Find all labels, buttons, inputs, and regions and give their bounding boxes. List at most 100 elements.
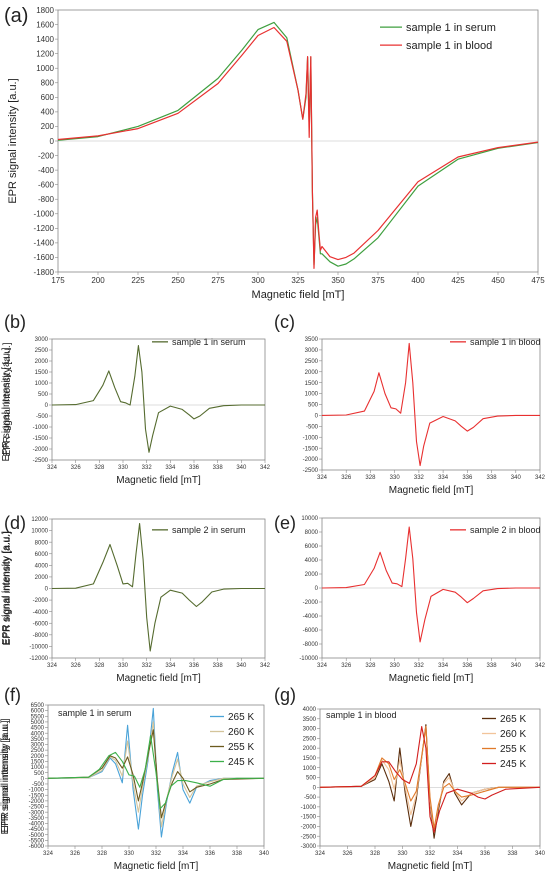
y-tick-label: 1000 [303, 766, 317, 772]
x-tick-label: 334 [178, 851, 189, 857]
y-tick-label: -500 [306, 424, 319, 430]
legend: 265 K 260 K 255 K 245 K [210, 712, 254, 768]
x-tick-label: 326 [341, 663, 352, 669]
legend: sample 2 in blood [450, 525, 541, 535]
series-line [57, 21, 539, 267]
y-tick-label: 1800 [36, 6, 54, 15]
y-tick-label: 1400 [36, 35, 54, 44]
y-tick-label: 500 [306, 776, 317, 782]
y-tick-label: -200 [38, 151, 55, 160]
y-tick-label: 0 [315, 586, 319, 592]
x-tick-label: 328 [94, 465, 105, 471]
x-tick-label: 450 [491, 276, 505, 285]
y-tick-label: 4000 [303, 707, 317, 713]
x-tick-label: 334 [438, 663, 449, 669]
y-tick-label: 3000 [303, 727, 317, 733]
y-tick-label: -1500 [301, 815, 317, 821]
x-tick-label: 340 [236, 465, 247, 471]
series-line [47, 729, 265, 819]
y-tick-label: 800 [41, 79, 55, 88]
legend: sample 1 in blood [450, 337, 541, 347]
y-tick-label: 4000 [31, 731, 45, 737]
y-tick-label: 500 [34, 771, 45, 777]
y-tick-label: -2000 [301, 825, 317, 831]
y-tick-label: 400 [41, 108, 55, 117]
x-tick-label: 332 [425, 851, 436, 857]
plot-frame [51, 338, 266, 461]
y-tick-label: 2000 [35, 575, 49, 581]
x-tick-label: 324 [47, 663, 58, 669]
x-tick-label: 340 [511, 475, 522, 481]
x-tick-label: 342 [535, 663, 546, 669]
x-tick-label: 336 [462, 663, 473, 669]
chart-panel: (b) -2500 -2000 -1500 -1000 -500 0 500 1000 1500 2… [2, 312, 271, 486]
y-tick-label: 5000 [31, 720, 45, 726]
y-axis-label: EPR signal intensity [a.u.] [1, 347, 12, 461]
legend-label: sample 2 in serum [172, 525, 246, 535]
chart-panel: (a) -1800 -1600 -1400 -1200 -1000 -800 -600 -400… [4, 5, 545, 301]
x-tick-label: 326 [71, 663, 82, 669]
panel-label: (c) [274, 312, 295, 332]
x-tick-label: 336 [462, 475, 473, 481]
legend-label: sample 1 in serum [172, 337, 246, 347]
x-tick-label: 300 [251, 276, 265, 285]
x-tick-label: 326 [342, 851, 353, 857]
y-tick-label: 1500 [35, 370, 49, 376]
x-tick-label: 334 [438, 475, 449, 481]
y-tick-label: -2000 [33, 447, 49, 453]
y-tick-label: -4000 [33, 610, 49, 616]
x-axis-label: Magnetic field [mT] [116, 673, 201, 684]
panel-label: (e) [274, 513, 296, 533]
x-tick-label: 332 [142, 663, 153, 669]
y-tick-label: 500 [308, 403, 319, 409]
x-tick-label: 200 [91, 276, 105, 285]
x-tick-label: 324 [315, 851, 326, 857]
chart-panel: (e) -10000 -8000 -6000 -4000 -2000 0 2000 4000 60… [1, 513, 546, 684]
y-tick-label: 6500 [31, 703, 45, 709]
y-tick-label: 1500 [305, 381, 319, 387]
y-tick-label: -2000 [33, 598, 49, 604]
series-line [321, 526, 540, 643]
y-tick-label: 2500 [31, 748, 45, 754]
y-tick-label: 1000 [31, 765, 45, 771]
y-tick-label: 10000 [31, 529, 48, 535]
x-tick-label: 340 [535, 851, 546, 857]
x-tick-label: 326 [341, 475, 352, 481]
y-tick-label: -500 [304, 795, 317, 801]
series-line [47, 734, 264, 810]
x-tick-label: 330 [124, 851, 135, 857]
y-tick-label: 6000 [31, 709, 45, 715]
legend-label: sample 1 in blood [406, 40, 492, 52]
x-tick-label: 334 [165, 465, 176, 471]
x-tick-label: 328 [97, 851, 108, 857]
panel-label: (f) [4, 685, 21, 705]
x-axis-label: Magnetic field [mT] [389, 673, 474, 684]
y-tick-label: -3000 [301, 844, 317, 850]
y-tick-label: -6000 [33, 621, 49, 627]
series-line [47, 707, 264, 838]
y-tick-label: 1500 [31, 760, 45, 766]
x-tick-label: 324 [317, 475, 328, 481]
legend-label: sample 2 in blood [470, 525, 541, 535]
x-tick-label: 324 [317, 663, 328, 669]
legend-label: 255 K [228, 742, 254, 753]
x-tick-label: 328 [94, 663, 105, 669]
x-tick-label: 375 [371, 276, 385, 285]
y-tick-label: 0 [50, 137, 55, 146]
y-tick-label: 1200 [36, 49, 54, 58]
y-tick-label: 2500 [35, 348, 49, 354]
x-tick-label: 332 [151, 851, 162, 857]
y-tick-label: 0 [45, 587, 49, 593]
y-tick-label: 3000 [35, 337, 49, 343]
x-axis-label: Magnetic field [mT] [116, 475, 201, 486]
y-tick-label: 0 [41, 776, 45, 782]
y-tick-label: -2000 [303, 457, 319, 463]
y-tick-label: -2500 [303, 468, 319, 474]
y-tick-label: 3000 [31, 743, 45, 749]
y-tick-label: -3500 [29, 816, 45, 822]
x-tick-label: 338 [232, 851, 243, 857]
x-tick-label: 330 [118, 663, 129, 669]
y-tick-label: -1000 [33, 425, 49, 431]
x-tick-label: 330 [390, 475, 401, 481]
y-tick-label: -1500 [29, 793, 45, 799]
